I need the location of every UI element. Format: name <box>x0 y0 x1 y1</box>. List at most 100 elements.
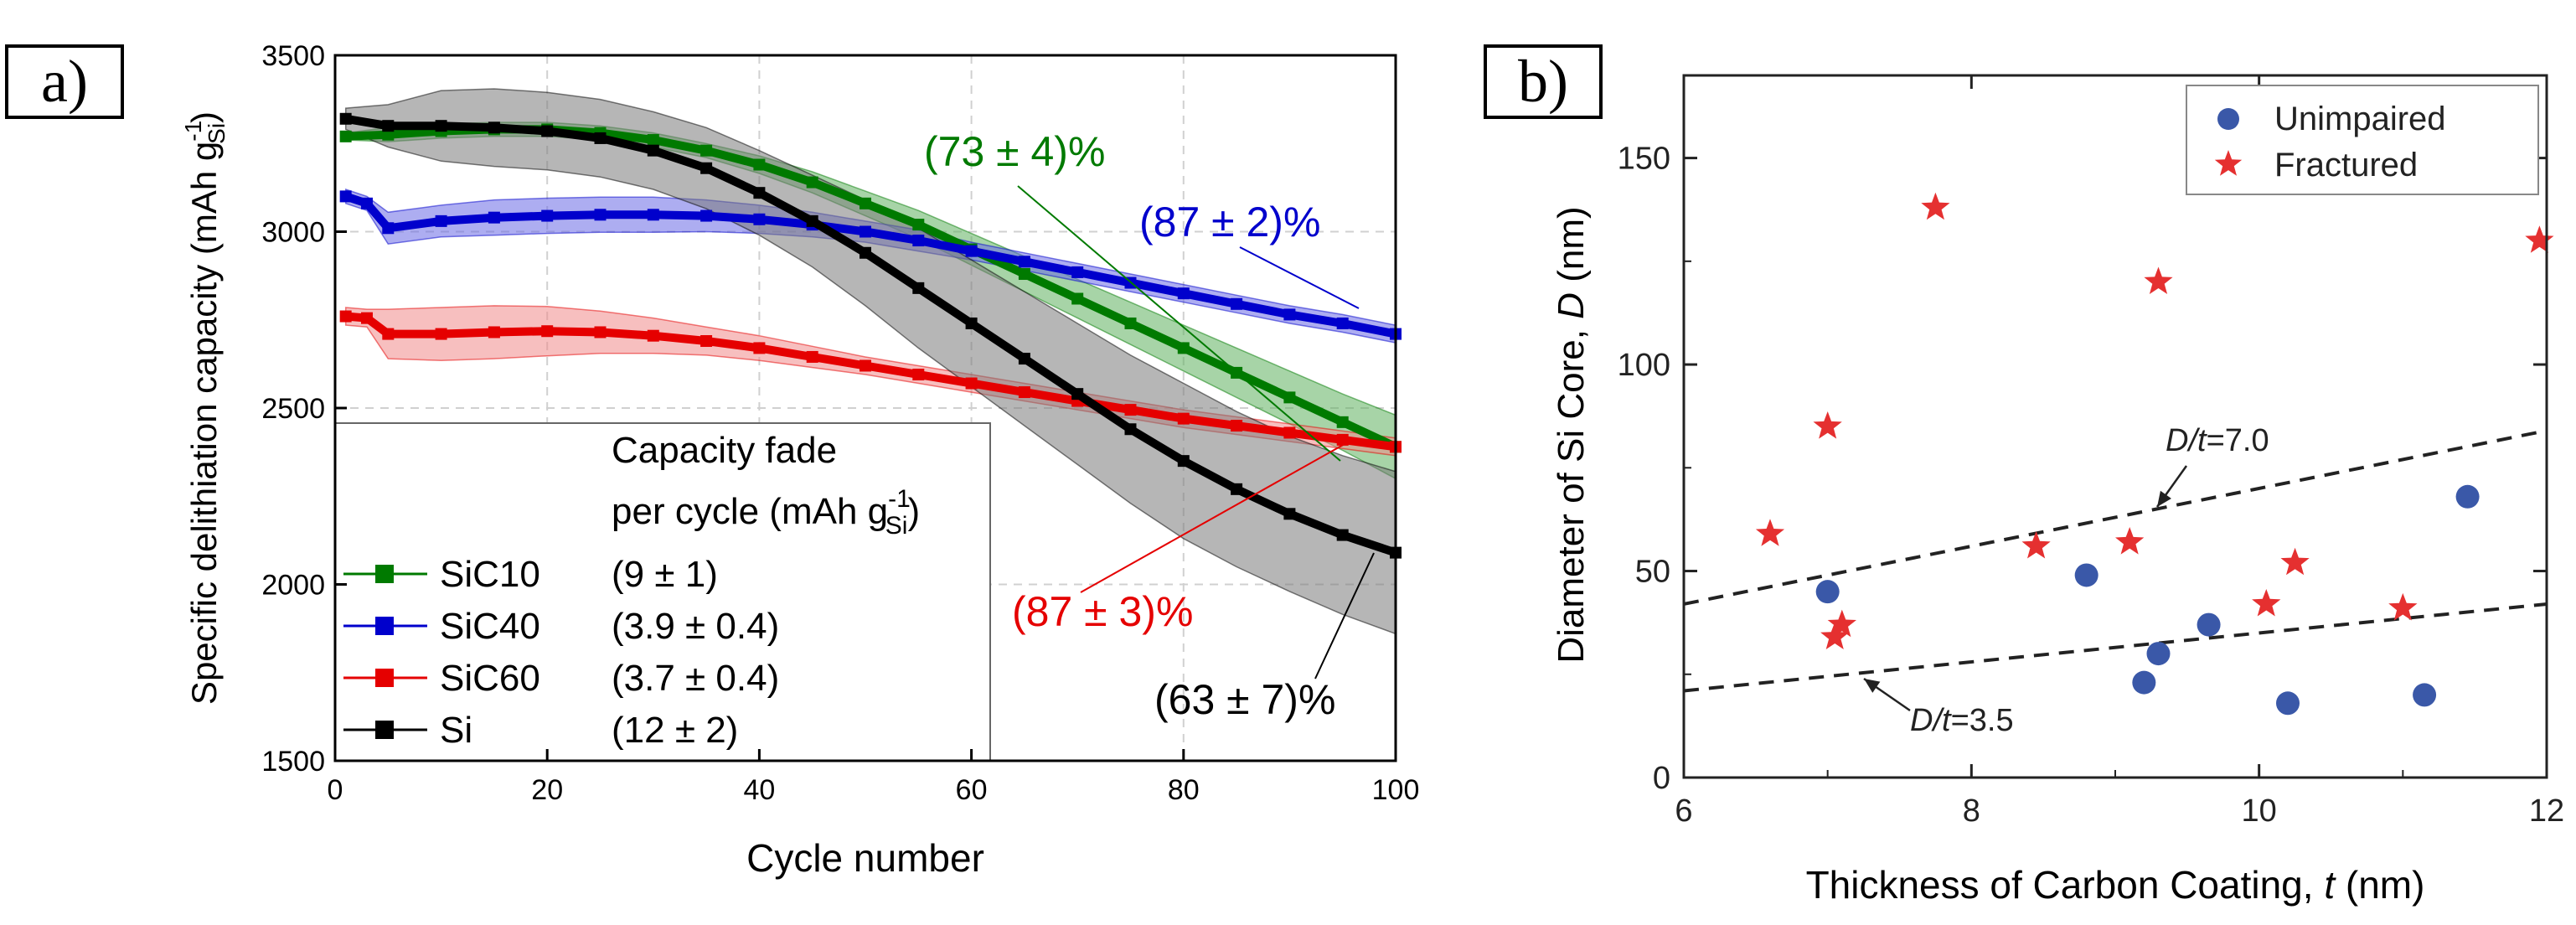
data-point-sic40 <box>541 209 554 222</box>
chart-b-ratio-lines: D/t=7.0D/t=3.5 <box>1683 423 2548 738</box>
y-tick-label: 3500 <box>261 40 325 72</box>
data-point-sic60 <box>541 325 554 338</box>
legend-series-name: SiC40 <box>440 606 540 647</box>
data-point-sic40 <box>1283 308 1296 321</box>
x-tick-label: 10 <box>2242 793 2277 829</box>
legend-swatch-marker-sic40 <box>375 617 394 635</box>
point-fractured <box>1813 411 1842 439</box>
point-fractured <box>2280 547 2310 576</box>
data-point-sic40 <box>1071 266 1084 278</box>
data-point-sic40 <box>360 197 373 209</box>
chart-b-legend: Unimpaired Fractured <box>2186 85 2539 195</box>
retention-label-sic40: (87 ± 2)% <box>1139 199 1320 245</box>
chart-a-series <box>339 112 1402 559</box>
data-point-sic60 <box>382 328 395 340</box>
x-tick-label: 40 <box>743 774 775 806</box>
retention-leader-si <box>1314 552 1375 680</box>
data-point-si <box>1283 508 1296 520</box>
series-line-sic40 <box>344 192 1396 338</box>
data-point-sic60 <box>860 359 871 372</box>
legend-series-fade: (12 ± 2) <box>612 710 738 751</box>
data-point-sic10 <box>339 130 352 142</box>
point-fractured <box>2525 225 2554 253</box>
data-point-sic40 <box>753 213 766 225</box>
retention-label-sic10: (73 ± 4)% <box>924 128 1105 175</box>
legend-swatch-marker-sic10 <box>375 565 394 583</box>
data-point-si <box>700 162 713 174</box>
data-point-sic10 <box>806 176 818 189</box>
data-point-sic60 <box>1018 386 1030 399</box>
retention-label-si: (63 ± 7)% <box>1154 676 1335 723</box>
data-point-sic10 <box>1177 342 1190 354</box>
panel-b-tag: b) <box>1484 44 1603 119</box>
data-point-sic60 <box>912 369 925 381</box>
y-tick-label: 50 <box>1635 555 1670 590</box>
data-point-sic60 <box>360 312 373 324</box>
data-point-sic10 <box>912 219 925 231</box>
y-tick-label: 100 <box>1618 348 1670 383</box>
point-fractured <box>2388 592 2418 621</box>
point-unimpaired <box>2132 670 2156 695</box>
data-point-sic60 <box>1231 420 1243 432</box>
legend-marker-fractured <box>2214 150 2243 176</box>
legend-label-fractured: Fractured <box>2274 147 2418 183</box>
point-fractured <box>1921 192 1950 220</box>
data-point-sic60 <box>1336 433 1349 446</box>
data-point-sic60 <box>700 335 713 348</box>
y-tick-label: 2500 <box>261 393 325 425</box>
data-point-sic10 <box>1071 292 1084 305</box>
chart-a: Capacity fade per cycle (mAh g-1 Si) SiC1… <box>180 40 1419 880</box>
legend-series-fade: (3.9 ± 0.4) <box>612 606 779 647</box>
chart-a-x-label: Cycle number <box>746 836 984 880</box>
data-point-sic60 <box>1177 412 1190 425</box>
ratio-line-label-1: D/t=3.5 <box>1910 703 2014 738</box>
legend-frame <box>2186 85 2539 195</box>
chart-b-y-label: Diameter of Si Core, D (nm) <box>1551 206 1592 663</box>
data-point-si <box>965 317 978 329</box>
point-fractured <box>1827 609 1856 638</box>
data-point-sic60 <box>753 342 766 354</box>
chart-b-x-label: Thickness of Carbon Coating, t (nm) <box>1806 863 2425 907</box>
data-point-sic10 <box>647 134 659 147</box>
x-tick-label: 100 <box>1372 774 1420 806</box>
y-tick-label: 0 <box>1653 761 1670 796</box>
data-point-sic40 <box>1231 297 1243 310</box>
data-point-si <box>339 112 352 125</box>
data-point-si <box>1124 423 1137 436</box>
data-point-sic60 <box>594 326 607 338</box>
data-point-si <box>382 120 395 132</box>
svg-text:b): b) <box>1518 48 1568 115</box>
data-point-si <box>541 125 554 137</box>
x-tick-label: 6 <box>1675 793 1692 829</box>
legend-header-line-1: Capacity fade <box>612 430 837 471</box>
point-unimpaired <box>1815 580 1840 604</box>
data-point-sic60 <box>339 310 352 323</box>
legend-series-fade: (3.7 ± 0.4) <box>612 658 779 699</box>
retention-leader-sic40 <box>1239 246 1360 309</box>
data-point-sic40 <box>1336 317 1349 329</box>
y-tick-label: 3000 <box>261 217 325 249</box>
ratio-var: D/t <box>2166 423 2207 458</box>
data-point-si <box>912 282 925 294</box>
retention-label-sic60: (87 ± 3)% <box>1012 588 1193 635</box>
data-point-sic10 <box>1018 268 1030 281</box>
data-point-sic40 <box>860 225 871 238</box>
ratio-line-0 <box>1683 428 2548 606</box>
y-tick-label: 1500 <box>261 746 325 778</box>
data-point-sic40 <box>1018 256 1030 268</box>
x-tick-label: 12 <box>2529 793 2564 829</box>
legend-swatch-marker-si <box>375 721 394 739</box>
data-point-sic60 <box>1283 426 1296 439</box>
x-tick-label: 80 <box>1168 774 1200 806</box>
point-unimpaired <box>2146 642 2171 666</box>
data-point-si <box>435 120 447 132</box>
data-point-sic40 <box>912 235 925 247</box>
chart-b-axes: 6 8 10 12 0 50 100 150 <box>1618 74 2564 829</box>
data-point-si <box>1071 388 1084 400</box>
data-point-sic10 <box>1283 391 1296 404</box>
data-point-sic40 <box>339 190 352 203</box>
chart-a-legend: Capacity fade per cycle (mAh g-1 Si) SiC1… <box>334 422 991 762</box>
point-unimpaired <box>2413 683 2437 707</box>
legend-header-line-2: per cycle (mAh g-1 Si) <box>612 485 920 540</box>
point-unimpaired <box>2276 691 2300 716</box>
